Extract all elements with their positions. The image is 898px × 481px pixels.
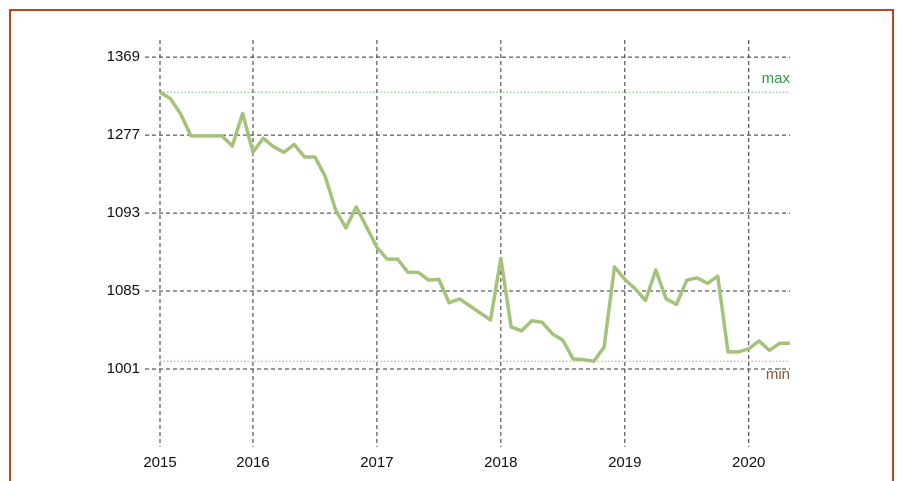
reference-label: max — [762, 70, 791, 87]
frame — [9, 9, 894, 481]
y-tick-label: 1085 — [107, 282, 140, 299]
data-line — [159, 90, 790, 363]
x-tick-label: 2018 — [484, 454, 517, 471]
x-tick-label: 2020 — [732, 454, 765, 471]
y-tick-label: 1001 — [107, 360, 140, 377]
x-tick-label: 2016 — [236, 454, 269, 471]
x-tick-label: 2017 — [360, 454, 393, 471]
reference-label: min — [766, 366, 790, 383]
y-tick-label: 1093 — [107, 204, 140, 221]
y-tick-label: 1369 — [107, 48, 140, 65]
x-tick-label: 2015 — [143, 454, 176, 471]
y-tick-label: 1277 — [107, 126, 140, 143]
x-tick-label: 2019 — [608, 454, 641, 471]
